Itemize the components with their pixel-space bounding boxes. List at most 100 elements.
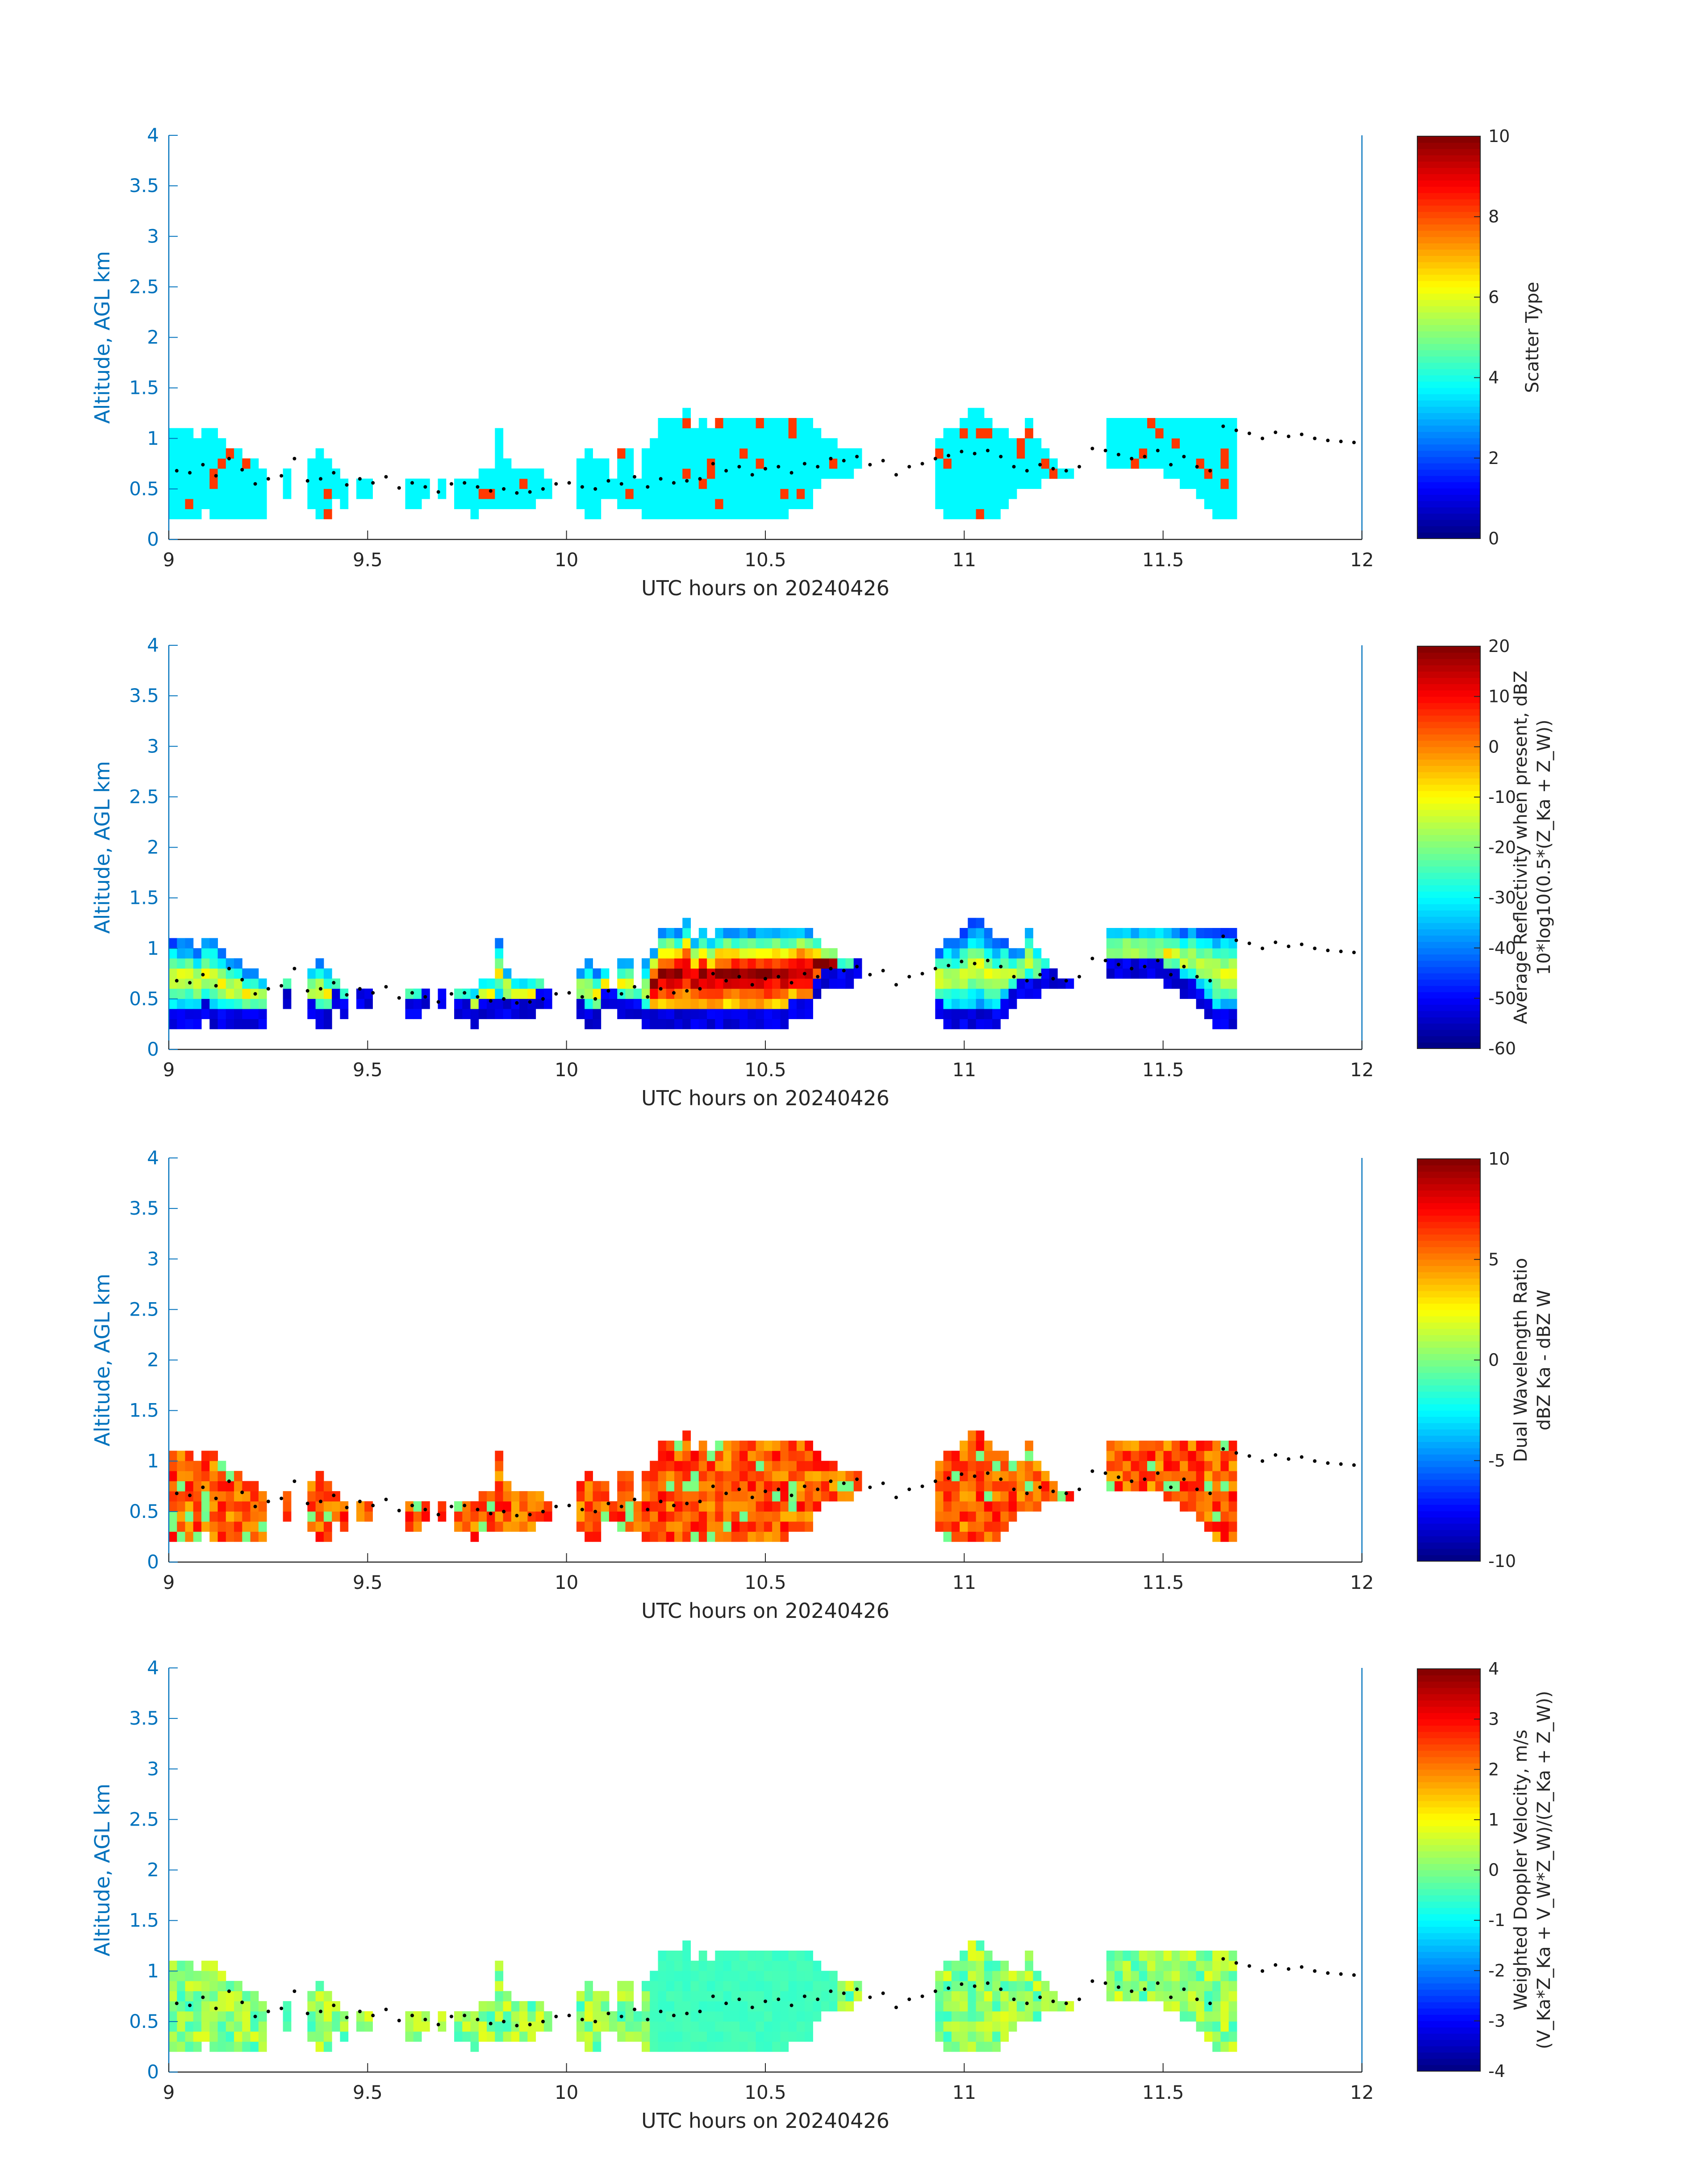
heatmap-cell <box>1188 1501 1197 1512</box>
trace-dot <box>777 465 781 469</box>
heatmap-cell <box>984 2031 993 2042</box>
heatmap-cell <box>1212 2041 1221 2052</box>
heatmap-cell <box>462 999 471 1009</box>
trace-dot <box>423 995 427 999</box>
heatmap-cell <box>821 1981 830 1991</box>
heatmap-cell <box>690 1009 699 1020</box>
heatmap-cell <box>585 1501 593 1512</box>
heatmap-cell <box>731 1960 740 1971</box>
colorbar-swatch <box>1417 1366 1480 1373</box>
heatmap-cell <box>1196 948 1205 959</box>
heatmap-cell <box>690 478 699 489</box>
heatmap-cell <box>315 968 324 979</box>
heatmap-cell <box>1000 489 1009 499</box>
heatmap-cell <box>780 428 789 439</box>
heatmap-cell <box>1139 458 1148 469</box>
heatmap-cell <box>723 1521 732 1532</box>
trace-dot <box>1261 436 1265 440</box>
heatmap-cell <box>543 478 552 489</box>
heatmap-cell <box>201 948 210 959</box>
heatmap-cell <box>1188 448 1197 459</box>
heatmap-cell <box>1180 1960 1188 1971</box>
heatmap-cell <box>682 2041 691 2052</box>
colorbar-swatch <box>1417 1460 1480 1467</box>
heatmap-cell <box>177 1019 186 1029</box>
heatmap-cell <box>1212 1960 1221 1971</box>
heatmap-cell <box>992 1461 1001 1471</box>
heatmap-cell <box>658 1501 667 1512</box>
colorbar-swatch <box>1417 1017 1480 1024</box>
heatmap-cell <box>682 418 691 429</box>
heatmap-cell <box>935 958 944 969</box>
heatmap-cell <box>1000 1481 1009 1492</box>
heatmap-cell <box>217 2041 226 2052</box>
heatmap-cell <box>1180 958 1188 969</box>
heatmap-cell <box>234 988 242 999</box>
heatmap-cell <box>756 1491 764 1502</box>
heatmap-cell <box>666 468 675 479</box>
heatmap-cell <box>601 1991 610 2002</box>
heatmap-cell <box>283 2021 292 2032</box>
heatmap-cell <box>209 2041 218 2052</box>
heatmap-cell <box>617 2001 626 2012</box>
heatmap-cell <box>698 448 707 459</box>
heatmap-cell <box>960 509 968 519</box>
heatmap-cell <box>405 1521 414 1532</box>
heatmap-cell <box>1008 958 1017 969</box>
heatmap-cell <box>209 938 218 949</box>
heatmap-cell <box>960 2031 968 2042</box>
heatmap-cell <box>772 978 781 989</box>
heatmap-cell <box>658 1960 667 1971</box>
heatmap-cell <box>193 468 202 479</box>
heatmap-cell <box>527 1511 536 1522</box>
heatmap-cell <box>519 1009 528 1020</box>
heatmap-cell <box>340 489 349 499</box>
trace-dot <box>188 1493 192 1497</box>
trace-dot <box>724 2002 728 2006</box>
heatmap-cell <box>1188 1971 1197 1981</box>
colorbar-tick-label: 0 <box>1488 1860 1499 1880</box>
heatmap-cell <box>250 458 259 469</box>
heatmap-cell <box>315 1531 324 1542</box>
heatmap-cell <box>1188 958 1197 969</box>
heatmap-cell <box>234 448 242 459</box>
heatmap-cell <box>1212 2021 1221 2032</box>
trace-dot <box>672 481 676 485</box>
colorbar-swatch <box>1417 885 1480 892</box>
heatmap-cell <box>1204 499 1213 510</box>
heatmap-cell <box>527 499 536 510</box>
heatmap-cell <box>756 1501 764 1512</box>
heatmap-cell <box>960 1019 968 1029</box>
heatmap-cell <box>813 468 822 479</box>
heatmap-cell <box>503 968 512 979</box>
heatmap-cell <box>1163 928 1172 939</box>
heatmap-cell <box>658 948 667 959</box>
heatmap-cell <box>829 958 838 969</box>
colorbar-swatch <box>1417 1486 1480 1492</box>
trace-dot <box>1038 1485 1042 1489</box>
colorbar-swatch <box>1417 2046 1480 2053</box>
heatmap-cell <box>1147 418 1156 429</box>
heatmap-cell <box>527 999 536 1009</box>
heatmap-cell <box>1180 1481 1188 1492</box>
colorbar-swatch <box>1417 1178 1480 1184</box>
trace-dot <box>1286 1457 1290 1461</box>
heatmap-cell <box>642 2021 650 2032</box>
heatmap-cell <box>690 448 699 459</box>
trace-dot <box>842 969 846 973</box>
heatmap-cell <box>258 1009 267 1020</box>
trace-dot <box>423 2018 427 2022</box>
heatmap-cell <box>1180 1981 1188 1991</box>
heatmap-cell <box>1000 499 1009 510</box>
heatmap-cell <box>951 1521 960 1532</box>
heatmap-cell <box>772 1960 781 1971</box>
heatmap-cell <box>495 1491 504 1502</box>
trace-dot <box>1077 1997 1082 2002</box>
heatmap-cell <box>992 1481 1001 1492</box>
heatmap-cell <box>177 978 186 989</box>
heatmap-cell <box>1123 938 1132 949</box>
heatmap-cell <box>813 1450 822 1461</box>
heatmap-cell <box>739 468 748 479</box>
heatmap-cell <box>1008 468 1017 479</box>
colorbar-swatch <box>1417 1945 1480 1952</box>
